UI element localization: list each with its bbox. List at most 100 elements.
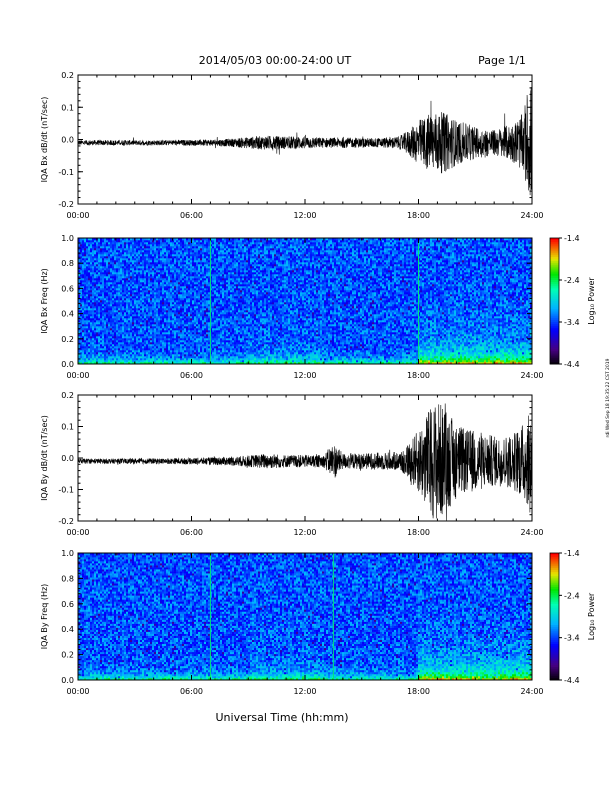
spectrogram-cell bbox=[140, 330, 142, 332]
spectrogram-cell bbox=[230, 296, 232, 298]
spectrogram-cell bbox=[220, 294, 222, 296]
spectrogram-cell bbox=[202, 352, 204, 354]
spectrogram-cell bbox=[200, 352, 202, 354]
spectrogram-cell bbox=[128, 354, 130, 356]
spectrogram-cell bbox=[102, 244, 104, 246]
spectrogram-cell bbox=[182, 316, 184, 318]
spectrogram-cell bbox=[188, 260, 190, 262]
spectrogram-cell bbox=[190, 328, 192, 330]
spectrogram-cell bbox=[118, 356, 120, 358]
spectrogram-cell bbox=[134, 320, 136, 322]
spectrogram-cell bbox=[230, 340, 232, 342]
spectrogram-cell bbox=[214, 314, 216, 316]
spectrogram-cell bbox=[126, 324, 128, 326]
spectrogram-cell bbox=[216, 278, 218, 280]
spectrogram-cell bbox=[214, 258, 216, 260]
spectrogram-cell bbox=[182, 326, 184, 328]
spectrogram-cell bbox=[84, 244, 86, 246]
spectrogram-cell bbox=[146, 250, 148, 252]
spectrogram-cell bbox=[96, 314, 98, 316]
spectrogram-cell bbox=[180, 314, 182, 316]
spectrogram-cell bbox=[84, 352, 86, 354]
spectrogram-cell bbox=[152, 270, 154, 272]
spectrogram-cell bbox=[86, 240, 88, 242]
spectrogram-cell bbox=[178, 306, 180, 308]
spectrogram-cell bbox=[102, 356, 104, 358]
spectrogram-cell bbox=[202, 278, 204, 280]
spectrogram-cell bbox=[202, 310, 204, 312]
spectrogram-cell bbox=[222, 276, 224, 278]
spectrogram-cell bbox=[130, 266, 132, 268]
spectrogram-cell bbox=[124, 348, 126, 350]
spectrogram-cell bbox=[90, 268, 92, 270]
spectrogram-cell bbox=[152, 254, 154, 256]
spectrogram-cell bbox=[114, 302, 116, 304]
spectrogram-cell bbox=[110, 248, 112, 250]
spectrogram-cell bbox=[90, 244, 92, 246]
spectrogram-cell bbox=[118, 262, 120, 264]
spectrogram-cell bbox=[110, 308, 112, 310]
spectrogram-cell bbox=[178, 258, 180, 260]
spectrogram-cell bbox=[184, 312, 186, 314]
spectrogram-cell bbox=[148, 322, 150, 324]
spectrogram-cell bbox=[160, 352, 162, 354]
spectrogram-cell bbox=[212, 272, 214, 274]
spectrogram-cell bbox=[206, 356, 208, 358]
spectrogram-cell bbox=[184, 292, 186, 294]
spectrogram-cell bbox=[132, 314, 134, 316]
spectrogram-cell bbox=[206, 358, 208, 360]
spectrogram-cell bbox=[102, 310, 104, 312]
spectrogram-cell bbox=[178, 346, 180, 348]
spectrogram-cell bbox=[174, 308, 176, 310]
spectrogram-cell bbox=[228, 276, 230, 278]
spectrogram-cell bbox=[196, 344, 198, 346]
spectrogram-cell bbox=[156, 270, 158, 272]
spectrogram-cell bbox=[166, 256, 168, 258]
spectrogram-cell bbox=[226, 350, 228, 352]
spectrogram-cell bbox=[134, 246, 136, 248]
spectrogram-cell bbox=[120, 360, 122, 362]
spectrogram-cell bbox=[230, 248, 232, 250]
spectrogram-cell bbox=[144, 344, 146, 346]
spectrogram-cell bbox=[96, 288, 98, 290]
spectrogram-cell bbox=[192, 292, 194, 294]
spectrogram-cell bbox=[86, 324, 88, 326]
spectrogram-cell bbox=[134, 270, 136, 272]
spectrogram-cell bbox=[172, 250, 174, 252]
spectrogram-cell bbox=[176, 278, 178, 280]
spectrogram-cell bbox=[82, 332, 84, 334]
spectrogram-cell bbox=[104, 328, 106, 330]
spectrogram-cell bbox=[116, 332, 118, 334]
spectrogram-cell bbox=[124, 266, 126, 268]
spectrogram-cell bbox=[142, 292, 144, 294]
spectrogram-cell bbox=[82, 242, 84, 244]
spectrogram-cell bbox=[162, 274, 164, 276]
spectrogram-cell bbox=[170, 324, 172, 326]
spectrogram-cell bbox=[138, 282, 140, 284]
spectrogram-cell bbox=[120, 356, 122, 358]
spectrogram-cell bbox=[154, 360, 156, 362]
spectrogram-cell bbox=[92, 308, 94, 310]
spectrogram-cell bbox=[104, 336, 106, 338]
spectrogram-cell bbox=[160, 254, 162, 256]
spectrogram-cell bbox=[228, 248, 230, 250]
spectrogram-cell bbox=[126, 278, 128, 280]
spectrogram-cell bbox=[154, 246, 156, 248]
spectrogram-cell bbox=[120, 300, 122, 302]
spectrogram-cell bbox=[122, 312, 124, 314]
spectrogram-cell bbox=[118, 352, 120, 354]
spectrogram-cell bbox=[128, 336, 130, 338]
spectrogram-cell bbox=[142, 278, 144, 280]
spectrogram-cell bbox=[212, 240, 214, 242]
spectrogram-cell bbox=[114, 262, 116, 264]
spectrogram-cell bbox=[198, 266, 200, 268]
spectrogram-cell bbox=[158, 338, 160, 340]
spectrogram-cell bbox=[130, 278, 132, 280]
spectrogram-cell bbox=[154, 318, 156, 320]
spectrogram-cell bbox=[116, 260, 118, 262]
spectrogram-cell bbox=[200, 278, 202, 280]
spectrogram-cell bbox=[176, 324, 178, 326]
spectrogram-cell bbox=[106, 272, 108, 274]
spectrogram-cell bbox=[192, 346, 194, 348]
spectrogram-cell bbox=[182, 354, 184, 356]
